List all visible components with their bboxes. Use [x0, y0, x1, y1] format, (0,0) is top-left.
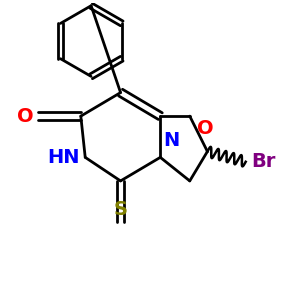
Text: HN: HN — [47, 148, 79, 167]
Text: O: O — [197, 119, 214, 138]
Text: N: N — [163, 131, 179, 150]
Text: S: S — [114, 200, 128, 219]
Text: Br: Br — [252, 152, 276, 171]
Text: O: O — [17, 106, 34, 126]
